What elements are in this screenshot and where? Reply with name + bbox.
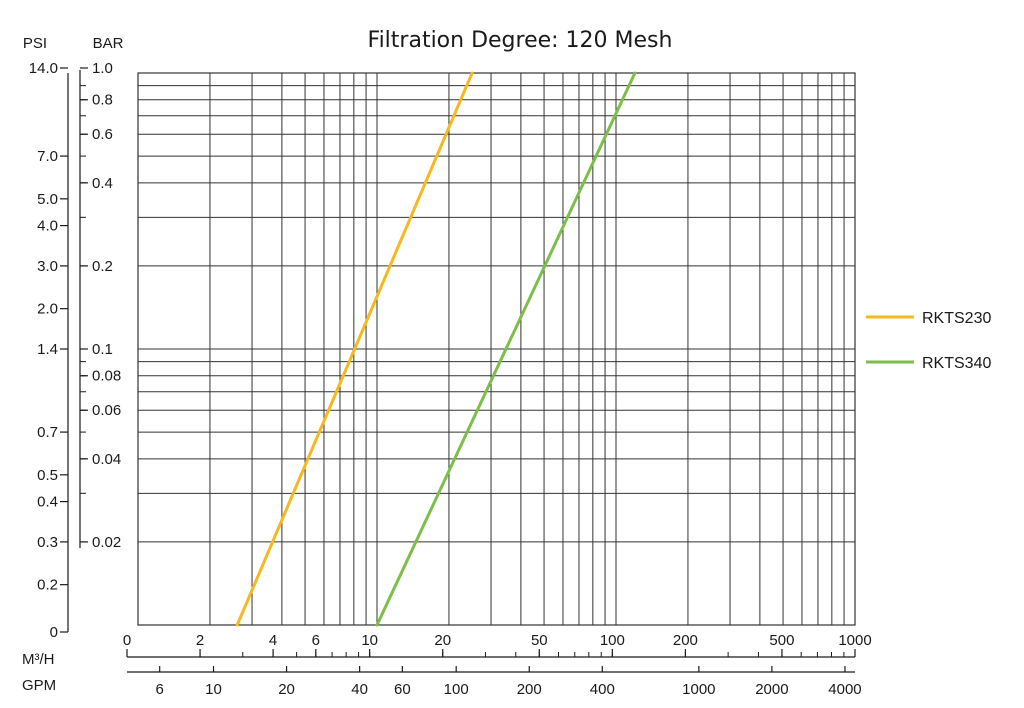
- m3h-tick-label: 2: [196, 632, 204, 649]
- bar-tick-label: 1.0: [92, 60, 113, 77]
- bar-tick-label: 0.1: [92, 341, 113, 358]
- bar-axis-label: BAR: [93, 35, 124, 52]
- series-line-rkts340: [375, 71, 637, 627]
- psi-tick-label: 0.4: [37, 494, 58, 511]
- psi-tick-label: 0.5: [37, 467, 58, 484]
- gpm-axis-label: GPM: [22, 677, 56, 694]
- gpm-tick-label: 10: [205, 681, 222, 698]
- gpm-tick-label: 20: [278, 681, 295, 698]
- m3h-tick-label: 200: [673, 632, 698, 649]
- bar-tick-label: 0.2: [92, 258, 113, 275]
- bar-tick-label: 0.08: [92, 368, 121, 385]
- bar-tick-label: 0.06: [92, 402, 121, 419]
- bar-tick-label: 0.8: [92, 92, 113, 109]
- m3h-tick-label: 6: [312, 632, 320, 649]
- gpm-tick-label: 6: [156, 681, 164, 698]
- psi-tick-label: 7.0: [37, 148, 58, 165]
- legend-label: RKTS230: [922, 310, 991, 327]
- gpm-tick-label: 4000: [828, 681, 861, 698]
- psi-tick-label: 0.2: [37, 577, 58, 594]
- legend-label: RKTS340: [922, 355, 991, 372]
- gpm-tick-label: 1000: [682, 681, 715, 698]
- psi-tick-label: 0.3: [37, 534, 58, 551]
- m3h-tick-label: 0: [123, 632, 131, 649]
- m3h-axis-label: M³/H: [22, 651, 55, 668]
- bar-tick-label: 0.6: [92, 126, 113, 143]
- psi-tick-label: 2.0: [37, 301, 58, 318]
- m3h-tick-label: 4: [269, 632, 277, 649]
- psi-tick-label: 0.7: [37, 424, 58, 441]
- gpm-tick-label: 2000: [755, 681, 788, 698]
- y-axis: PSI BAR 14.0 7.0 5.0 4.0 3.0 2.0 1.4 0.7 0.5 0.4 0.3…: [23, 35, 124, 641]
- gpm-tick-label: 200: [517, 681, 542, 698]
- m3h-tick-label: 20: [434, 632, 451, 649]
- series-line-rkts230: [235, 71, 474, 627]
- psi-tick-label: 0: [50, 624, 58, 641]
- bar-tick-label: 0.02: [92, 534, 121, 551]
- m3h-tick-label: 100: [600, 632, 625, 649]
- legend: RKTS230 RKTS340: [866, 310, 991, 372]
- m3h-tick-label: 10: [361, 632, 378, 649]
- gpm-tick-label: 60: [394, 681, 411, 698]
- m3h-tick-label: 1000: [838, 632, 871, 649]
- gpm-tick-label: 100: [444, 681, 469, 698]
- psi-tick-label: 3.0: [37, 258, 58, 275]
- x-axis: M³/H GPM 0 2 4 6 10 20 50 100 200 500 1000 6 10 20 40 60 1…: [22, 632, 872, 698]
- bar-tick-label: 0.04: [92, 451, 121, 468]
- psi-tick-label: 4.0: [37, 218, 58, 235]
- psi-axis-label: PSI: [23, 35, 47, 52]
- grid: [137, 72, 856, 626]
- psi-tick-label: 1.4: [37, 341, 58, 358]
- series: [235, 71, 637, 627]
- bar-tick-label: 0.4: [92, 175, 113, 192]
- psi-tick-label: 5.0: [37, 191, 58, 208]
- gpm-tick-label: 40: [351, 681, 368, 698]
- m3h-tick-label: 500: [769, 632, 794, 649]
- m3h-tick-label: 50: [531, 632, 548, 649]
- gpm-tick-label: 400: [590, 681, 615, 698]
- psi-tick-label: 14.0: [29, 60, 58, 77]
- chart-title: Filtration Degree: 120 Mesh: [368, 28, 673, 53]
